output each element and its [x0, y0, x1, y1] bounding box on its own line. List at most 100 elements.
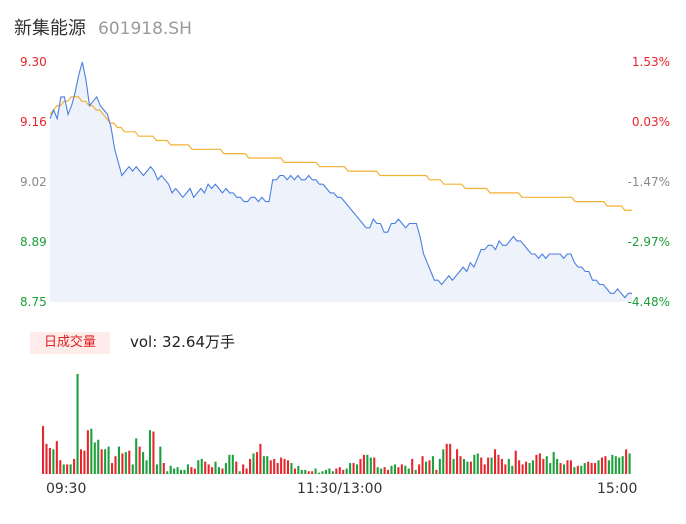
volume-bar	[79, 449, 83, 474]
volume-bar	[600, 457, 604, 474]
volume-bar	[314, 468, 317, 474]
volume-bar	[245, 468, 248, 474]
volume-bar	[121, 453, 124, 474]
volume-bar	[411, 458, 414, 474]
volume-bar	[387, 469, 390, 474]
volume-bar	[197, 460, 200, 474]
volume-bar	[476, 453, 479, 474]
volume-bar	[542, 458, 545, 474]
volume-bar	[445, 443, 448, 474]
volume-bar	[611, 454, 614, 474]
volume-bar	[497, 454, 500, 474]
volume-bar	[556, 458, 559, 474]
average-price-line	[49, 96, 632, 211]
volume-bar	[286, 460, 290, 474]
price-tick-label: 8.75	[20, 295, 47, 309]
volume-bar	[42, 426, 45, 474]
volume-bar	[531, 460, 535, 474]
x-tick-open: 09:30	[46, 481, 87, 497]
volume-bar	[48, 447, 51, 474]
price-line	[49, 61, 632, 299]
volume-bar	[276, 463, 279, 474]
volume-bar	[349, 463, 352, 474]
volume-bar	[428, 460, 431, 474]
volume-bar	[169, 465, 172, 474]
volume-bar	[176, 467, 179, 474]
volume-bar	[545, 456, 548, 474]
volume-bar	[383, 467, 386, 474]
stock-code: 601918.SH	[98, 19, 192, 39]
volume-bar	[59, 460, 62, 474]
volume-bar	[173, 468, 176, 474]
volume-bar	[369, 457, 372, 474]
volume-bar	[625, 449, 628, 474]
volume-bar	[135, 438, 138, 474]
volume-bar	[183, 469, 186, 474]
volume-bar	[311, 471, 314, 474]
volume-bar	[124, 452, 127, 474]
volume-bar	[148, 430, 152, 474]
volume-bar	[211, 467, 214, 474]
volume-bar	[414, 469, 417, 474]
volume-bar	[535, 454, 538, 474]
volume-bar	[404, 465, 407, 474]
volume-bar	[328, 468, 331, 474]
volume-bar	[83, 450, 86, 474]
volume-bar	[180, 469, 183, 474]
volume-bar	[90, 428, 93, 474]
volume-bar	[580, 465, 583, 474]
volume-bar	[376, 467, 379, 474]
percent-tick-label: 0.03%	[631, 115, 670, 129]
volume-bar	[238, 471, 241, 474]
volume-bar	[552, 452, 555, 474]
volume-bar	[452, 458, 455, 474]
volume-bar	[155, 464, 158, 474]
volume-bar	[400, 464, 403, 474]
volume-bar	[142, 452, 145, 474]
volume-bar	[252, 453, 255, 474]
volume-bar	[86, 430, 89, 474]
volume-bar	[507, 458, 510, 474]
volume-bar	[424, 461, 428, 474]
volume-bar	[321, 471, 324, 474]
volume-bar	[490, 457, 493, 474]
volume-bar	[242, 464, 245, 474]
volume-bar	[562, 464, 566, 474]
volume-bar	[549, 463, 552, 474]
volume-bar	[621, 456, 624, 474]
volume-bar	[518, 460, 521, 474]
volume-bar	[128, 450, 131, 474]
volume-bar	[355, 464, 359, 474]
volume-bar	[511, 465, 514, 474]
volume-bar	[338, 467, 341, 474]
volume-bar	[421, 456, 424, 474]
volume-bar	[293, 468, 296, 474]
volume-bar	[493, 449, 497, 474]
volume-bar	[55, 441, 58, 474]
volume-bar	[483, 464, 486, 474]
volume-bar	[459, 456, 462, 474]
volume-bar	[204, 461, 207, 474]
volume-bar	[604, 456, 607, 474]
volume-bar	[66, 464, 69, 474]
volume-bar	[583, 463, 586, 474]
volume-bar	[566, 460, 569, 474]
x-tick-midday: 11:30/13:00	[297, 481, 383, 497]
volume-bar	[114, 456, 117, 474]
volume-bar	[62, 464, 65, 474]
volume-bar	[269, 460, 272, 474]
volume-bar	[438, 458, 441, 474]
volume-bar	[587, 461, 590, 474]
volume-bar	[307, 471, 310, 474]
volume-bar	[345, 468, 348, 474]
volume-bar	[407, 468, 410, 474]
volume-bar	[380, 468, 383, 474]
volume-bar	[100, 449, 103, 474]
volume-bar	[186, 464, 189, 474]
volume-bar	[214, 461, 217, 474]
percent-tick-label: -4.48%	[627, 295, 670, 309]
volume-bar	[418, 464, 421, 474]
volume-bar	[52, 449, 55, 474]
volume-bar	[93, 442, 96, 474]
